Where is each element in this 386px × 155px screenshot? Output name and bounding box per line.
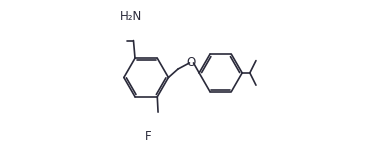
Text: H₂N: H₂N — [120, 10, 142, 23]
Text: O: O — [187, 56, 196, 69]
Text: F: F — [145, 130, 152, 143]
